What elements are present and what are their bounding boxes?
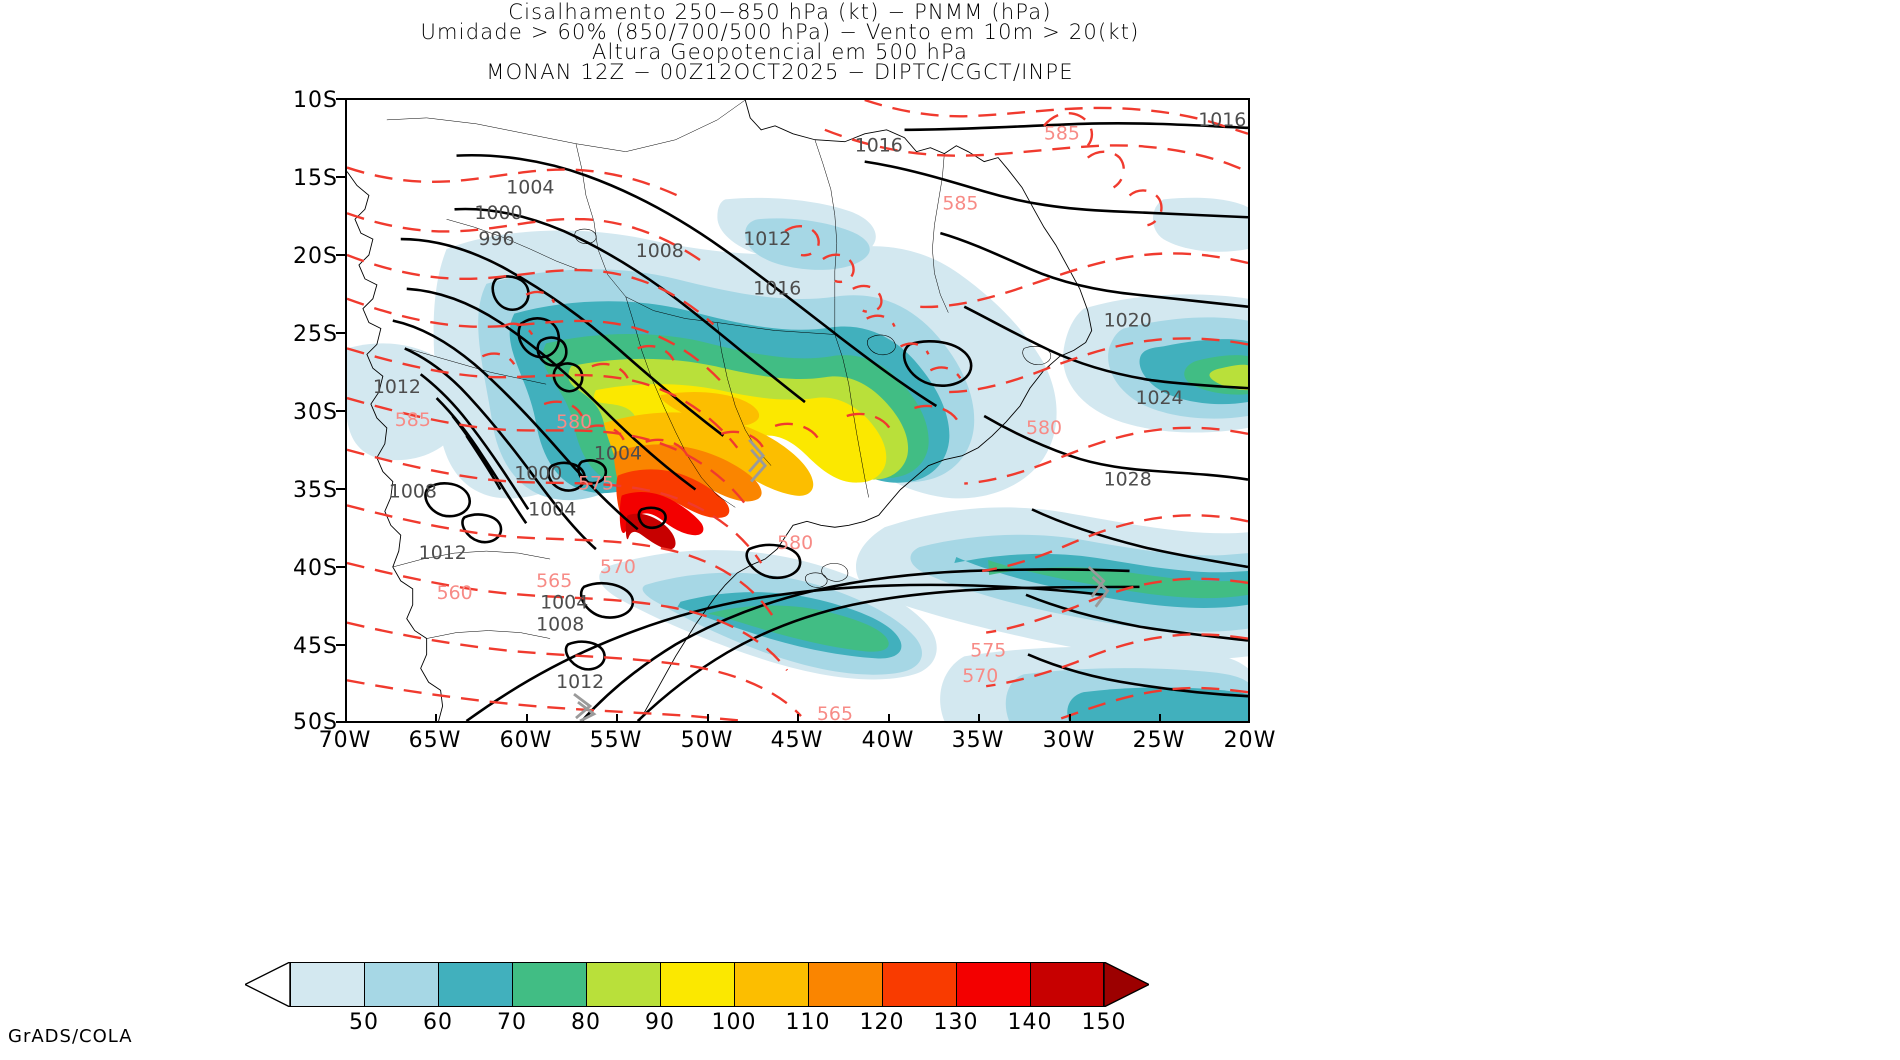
svg-text:570: 570 bbox=[962, 665, 998, 687]
svg-text:1004: 1004 bbox=[528, 498, 576, 520]
colorbar-label-100: 100 bbox=[711, 1010, 757, 1035]
lon-tick-70W: 70W bbox=[318, 728, 372, 753]
lon-tick-45W: 45W bbox=[770, 728, 824, 753]
svg-text:1016: 1016 bbox=[1198, 109, 1246, 131]
colorbar-swatch-9 bbox=[956, 962, 1030, 1007]
svg-text:1004: 1004 bbox=[506, 176, 554, 198]
colorbar-label-110: 110 bbox=[785, 1010, 831, 1035]
svg-text:565: 565 bbox=[536, 570, 572, 592]
svg-text:1004: 1004 bbox=[594, 443, 642, 465]
colorbar-swatch-2 bbox=[438, 962, 512, 1007]
coastline-layer bbox=[347, 100, 1093, 721]
colorbar-swatches bbox=[290, 962, 1104, 1007]
svg-text:996: 996 bbox=[478, 228, 514, 250]
svg-text:560: 560 bbox=[437, 582, 473, 604]
lon-tick-20W: 20W bbox=[1223, 728, 1277, 753]
lat-tick-30S: 30S bbox=[293, 400, 338, 425]
lon-tick-30W: 30W bbox=[1042, 728, 1096, 753]
geopotential-contour-layer bbox=[347, 100, 1248, 721]
lat-tick-40S: 40S bbox=[293, 556, 338, 581]
svg-text:580: 580 bbox=[777, 532, 813, 554]
lon-tick-65W: 65W bbox=[408, 728, 462, 753]
svg-text:565: 565 bbox=[817, 703, 853, 721]
colorbar-label-70: 70 bbox=[497, 1010, 527, 1035]
svg-text:1012: 1012 bbox=[373, 376, 421, 398]
lon-tick-25W: 25W bbox=[1132, 728, 1186, 753]
svg-text:1000: 1000 bbox=[474, 202, 522, 224]
colorbar-label-60: 60 bbox=[423, 1010, 453, 1035]
lat-tick-10S: 10S bbox=[293, 88, 338, 113]
svg-text:585: 585 bbox=[395, 409, 431, 431]
svg-text:1028: 1028 bbox=[1104, 469, 1152, 491]
colorbar-swatch-6 bbox=[734, 962, 808, 1007]
colorbar-label-50: 50 bbox=[349, 1010, 379, 1035]
svg-text:1012: 1012 bbox=[419, 542, 467, 564]
lon-tick-60W: 60W bbox=[499, 728, 553, 753]
svg-text:1012: 1012 bbox=[743, 228, 791, 250]
colorbar-swatch-8 bbox=[882, 962, 956, 1007]
svg-text:1008: 1008 bbox=[636, 240, 684, 262]
colorbar-swatch-10 bbox=[1030, 962, 1104, 1007]
colorbar-swatch-5 bbox=[660, 962, 734, 1007]
svg-text:575: 575 bbox=[970, 639, 1006, 661]
colorbar-label-150: 150 bbox=[1081, 1010, 1127, 1035]
colorbar-swatch-7 bbox=[808, 962, 882, 1007]
svg-text:585: 585 bbox=[942, 192, 978, 214]
svg-text:1008: 1008 bbox=[389, 480, 437, 502]
lat-tick-20S: 20S bbox=[293, 244, 338, 269]
pnmm-contour-layer bbox=[392, 122, 1248, 721]
lon-tick-50W: 50W bbox=[680, 728, 734, 753]
wind-barb-layer bbox=[573, 438, 1110, 721]
svg-text:580: 580 bbox=[1026, 417, 1062, 439]
grads-credit: GrADS/COLA bbox=[8, 1026, 133, 1047]
svg-text:580: 580 bbox=[556, 411, 592, 433]
colorbar-label-130: 130 bbox=[933, 1010, 979, 1035]
colorbar-max-arrow bbox=[1104, 962, 1149, 1007]
colorbar-label-140: 140 bbox=[1007, 1010, 1053, 1035]
lon-tick-35W: 35W bbox=[951, 728, 1005, 753]
colorbar-swatch-1 bbox=[364, 962, 438, 1007]
shear-shading-layer bbox=[347, 197, 1248, 721]
colorbar-swatch-3 bbox=[512, 962, 586, 1007]
colorbar-label-90: 90 bbox=[645, 1010, 675, 1035]
svg-text:575: 575 bbox=[578, 473, 614, 495]
svg-text:1000: 1000 bbox=[514, 463, 562, 485]
chart-title-line-3: Altura Geopotencial em 500 hPa bbox=[591, 40, 969, 64]
chart-title-line-4: MONAN 12Z − 00Z12OCT2025 − DIPTC/CGCT/IN… bbox=[486, 60, 1074, 84]
colorbar-label-120: 120 bbox=[859, 1010, 905, 1035]
svg-text:1016: 1016 bbox=[855, 135, 903, 157]
lat-tick-45S: 45S bbox=[293, 634, 338, 659]
svg-text:1024: 1024 bbox=[1135, 387, 1183, 409]
lon-tick-55W: 55W bbox=[589, 728, 643, 753]
colorbar-label-80: 80 bbox=[571, 1010, 601, 1035]
svg-text:1004: 1004 bbox=[540, 592, 588, 614]
lat-tick-35S: 35S bbox=[293, 478, 338, 503]
lat-tick-25S: 25S bbox=[293, 322, 338, 347]
svg-text:570: 570 bbox=[600, 556, 636, 578]
chart-title-line-1: Cisalhamento 250−850 hPa (kt) − PNMM (hP… bbox=[508, 0, 1052, 24]
chart-title-block: Cisalhamento 250−850 hPa (kt) − PNMM (hP… bbox=[0, 0, 1560, 84]
chart-title-line-2: Umidade > 60% (850/700/500 hPa) − Vento … bbox=[420, 20, 1140, 44]
svg-text:1016: 1016 bbox=[753, 278, 801, 300]
contour-label-layer: 1016 1016 1004 1000 996 1008 1012 1020 1… bbox=[373, 109, 1246, 721]
lon-tick-40W: 40W bbox=[861, 728, 915, 753]
svg-text:1008: 1008 bbox=[536, 614, 584, 636]
svg-text:1012: 1012 bbox=[556, 671, 604, 693]
map-plot-area: 1016 1016 1004 1000 996 1008 1012 1020 1… bbox=[345, 98, 1250, 723]
svg-text:1020: 1020 bbox=[1104, 310, 1152, 332]
colorbar-swatch-0 bbox=[290, 962, 364, 1007]
lat-tick-50S: 50S bbox=[293, 710, 338, 735]
lat-tick-15S: 15S bbox=[293, 166, 338, 191]
svg-text:585: 585 bbox=[1044, 123, 1080, 145]
map-canvas: 1016 1016 1004 1000 996 1008 1012 1020 1… bbox=[347, 100, 1248, 721]
colorbar-min-arrow bbox=[245, 962, 290, 1007]
colorbar-swatch-4 bbox=[586, 962, 660, 1007]
